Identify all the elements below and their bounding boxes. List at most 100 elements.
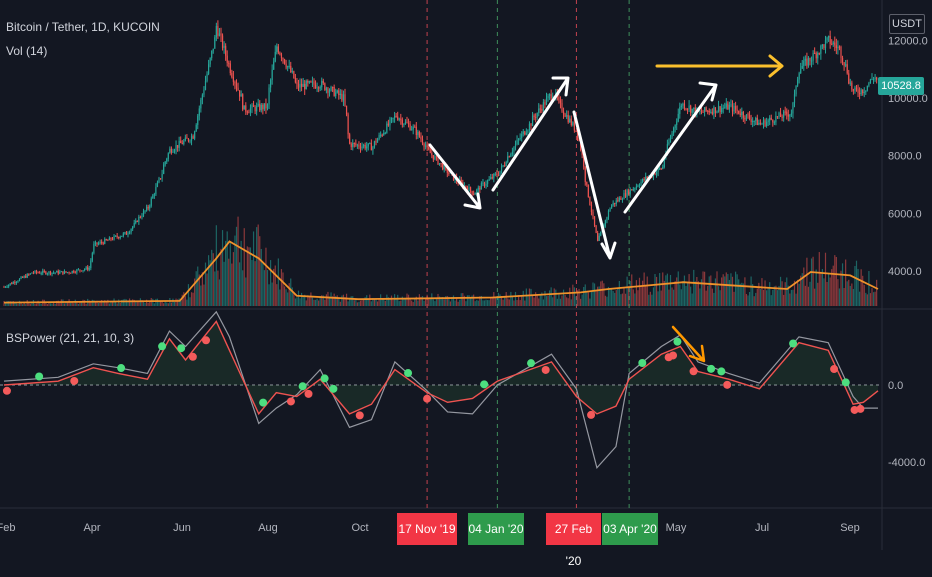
volume-bar <box>302 295 304 306</box>
volume-bar <box>276 284 278 306</box>
volume-bar <box>817 282 819 306</box>
candle-body <box>37 272 39 274</box>
volume-bar <box>615 290 617 306</box>
candle-body <box>572 122 574 125</box>
candle-body <box>358 144 360 147</box>
volume-bar <box>772 289 774 306</box>
volume-bar <box>792 289 794 306</box>
volume-bar <box>392 299 394 306</box>
volume-bar <box>407 294 410 306</box>
volume-bar <box>719 290 721 306</box>
candle-body <box>229 63 231 74</box>
volume-bar <box>549 290 551 306</box>
candle-body <box>866 85 868 91</box>
volume-bar <box>169 298 171 306</box>
candle-body <box>390 117 393 120</box>
volume-bar <box>146 299 148 306</box>
volume-bar <box>373 298 376 306</box>
buy-signal-dot <box>717 367 726 376</box>
indicator-legend[interactable]: BSPower (21, 21, 10, 3) <box>6 331 135 345</box>
volume-bar <box>71 301 73 306</box>
candle-body <box>752 121 754 123</box>
volume-bar <box>259 236 261 306</box>
candle-body <box>198 108 200 116</box>
volume-bar <box>73 303 75 306</box>
candle-body <box>74 272 76 274</box>
zigzag-arrow <box>491 76 570 192</box>
candle-body <box>845 64 847 66</box>
volume-bar <box>212 253 214 306</box>
candle-body <box>28 274 30 276</box>
candle-body <box>310 81 312 83</box>
time-axis-label: May <box>666 522 687 534</box>
volume-bar <box>541 292 543 306</box>
volume-bar <box>662 272 664 306</box>
candle-body <box>274 51 276 62</box>
volume-bar <box>14 302 16 306</box>
volume-bar <box>94 302 97 306</box>
candle-body <box>389 119 391 126</box>
volume-bar <box>274 265 276 306</box>
candle-body <box>15 281 17 283</box>
volume-bar <box>586 291 588 306</box>
volume-bar <box>318 300 320 306</box>
candle-body <box>353 142 355 144</box>
candle-body <box>531 115 534 127</box>
volume-bar <box>865 292 867 306</box>
volume-bar <box>35 303 38 306</box>
candle-body <box>779 112 782 117</box>
candle-body <box>544 102 546 105</box>
candle-body <box>629 189 631 195</box>
volume-bar <box>149 301 151 306</box>
bsp-main-line <box>3 320 879 416</box>
time-axis-label: Sep <box>840 522 860 534</box>
candle-body <box>803 60 805 66</box>
volume-bar <box>809 281 811 306</box>
candle-body <box>623 193 625 200</box>
volume-bar <box>423 300 425 306</box>
candle-body <box>820 46 822 54</box>
candle-body <box>566 115 568 117</box>
volume-bar <box>330 292 332 306</box>
volume-bar <box>803 267 805 306</box>
volume-bar <box>800 275 802 306</box>
volume-bar <box>438 296 441 306</box>
volume-bar <box>335 296 337 306</box>
candle-body <box>273 61 275 70</box>
volume-bar <box>550 287 552 306</box>
volume-bar <box>208 255 210 306</box>
volume-bar <box>584 284 586 306</box>
candle-body <box>118 237 120 239</box>
volume-bar <box>843 288 845 306</box>
volume-bar <box>499 294 501 306</box>
volume-bar <box>195 271 197 306</box>
volume-legend[interactable]: Vol (14) <box>6 44 48 58</box>
symbol-legend[interactable]: Bitcoin / Tether, 1D, KUCOIN <box>6 20 160 34</box>
candle-body <box>97 243 100 245</box>
volume-bar <box>869 293 872 306</box>
volume-bar <box>536 295 538 306</box>
volume-bar <box>497 292 500 306</box>
candle-body <box>208 64 210 74</box>
volume-bar <box>327 291 329 306</box>
volume-bar <box>6 300 8 306</box>
candle-body <box>485 183 487 186</box>
candle-body <box>17 280 19 282</box>
volume-bar <box>338 297 340 306</box>
candle-body <box>677 113 679 122</box>
chart-canvas[interactable]: 4000.0 6000.0 8000.0 10000.0 12000.0 0.0 -4000… <box>0 0 932 550</box>
currency-button[interactable]: USDT <box>889 14 925 34</box>
candle-body <box>700 110 703 112</box>
candle-body <box>149 205 151 209</box>
candle-body <box>592 212 594 217</box>
volume-bar <box>829 277 831 306</box>
candle-body <box>612 202 614 206</box>
candle-body <box>725 103 727 108</box>
candle-body <box>263 103 265 110</box>
candle-body <box>849 82 851 84</box>
volume-bar <box>761 278 763 306</box>
volume-bar <box>206 273 208 306</box>
volume-bar <box>812 256 814 306</box>
candle-body <box>203 89 205 95</box>
candle-body <box>153 194 155 196</box>
